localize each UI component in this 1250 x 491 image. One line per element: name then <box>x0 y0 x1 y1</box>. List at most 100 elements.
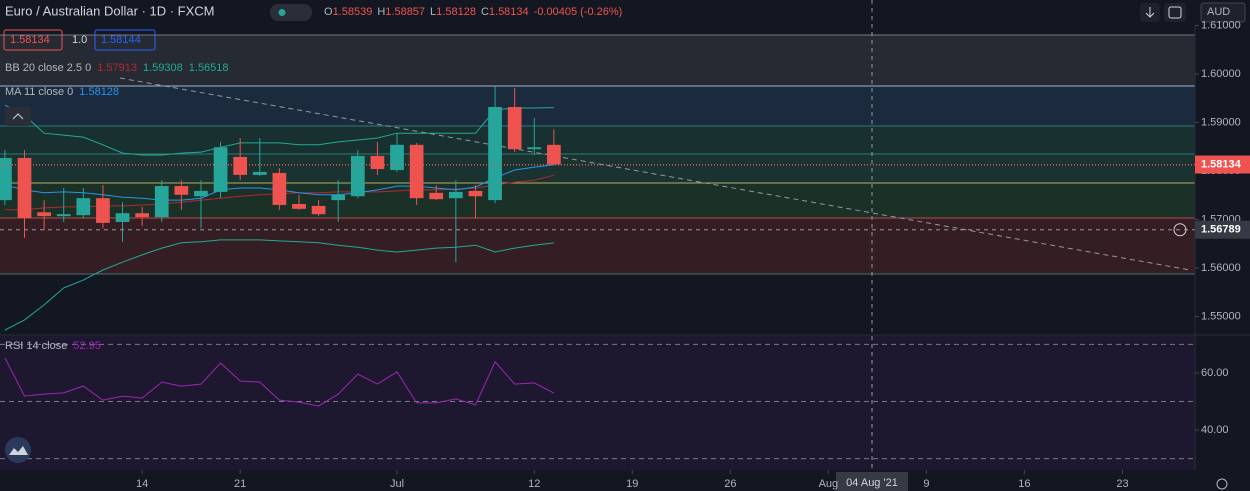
x-tick-label: 16 <box>1018 478 1030 490</box>
ohlc: O1.58539 H1.58857 L1.58128 C1.58134 -0.00405… <box>324 6 622 18</box>
logo[interactable] <box>5 437 31 463</box>
rsi-line <box>4 357 555 407</box>
candle-body <box>468 190 483 197</box>
candle-body <box>154 186 169 218</box>
status-badge <box>270 4 312 21</box>
last-price-box <box>1195 155 1250 174</box>
o-value: 1.58539 <box>333 6 373 18</box>
zone <box>0 126 1195 154</box>
x-tick-label: 23 <box>1116 478 1128 490</box>
indicator-legend: RSI 14 close 52.95 <box>5 340 101 352</box>
h-value: 1.58857 <box>385 6 425 18</box>
candle-body <box>174 186 189 195</box>
candle-body <box>135 213 150 218</box>
candle-body <box>213 147 228 192</box>
y-tick-label: 1.59000 <box>1201 116 1241 128</box>
symbol-title: Euro / Australian Dollar · 1D · FXCM <box>5 3 215 18</box>
x-tick-label: 26 <box>724 478 736 490</box>
x-tick-label: Aug <box>819 478 839 490</box>
crosshair-price: 1.56789 <box>1201 224 1241 236</box>
crosshair-add-button[interactable] <box>1173 223 1187 237</box>
y-tick-label: 40.00 <box>1201 424 1229 436</box>
rsi-pane <box>0 336 1195 470</box>
currency: AUD <box>1207 6 1230 18</box>
zone <box>0 154 1195 183</box>
icon <box>1145 7 1155 18</box>
candle-body <box>488 106 502 201</box>
snapshot-button[interactable] <box>1164 3 1186 22</box>
candle-body <box>527 147 542 150</box>
candle-body <box>37 212 51 217</box>
bb-lower <box>4 239 554 331</box>
status-dot <box>278 9 286 16</box>
ask: 1.58144 <box>101 34 141 46</box>
ma-label: MA 11 close 0 <box>5 86 73 98</box>
icon <box>9 446 28 455</box>
candle-body <box>96 198 110 223</box>
zone <box>0 86 1195 126</box>
y-tick-label: 1.61000 <box>1201 19 1241 31</box>
bid: 1.58134 <box>10 34 50 46</box>
ask-box[interactable] <box>94 29 156 51</box>
y-tick-label: 1.60000 <box>1201 68 1241 80</box>
y-tick-label: 60.00 <box>1201 367 1229 379</box>
bb-upper-value: 1.59308 <box>143 62 183 74</box>
trend-line <box>119 77 1191 271</box>
c-value: 1.58134 <box>489 6 529 18</box>
rsi-value: 52.95 <box>73 340 101 352</box>
candle-body <box>429 192 444 200</box>
candle-body <box>0 157 12 201</box>
indicator-legend: BB 20 close 2.5 0 1.57913 1.59308 1.56518 <box>5 62 229 74</box>
x-tick-label: 19 <box>626 478 638 490</box>
last-price: 1.58134 <box>1201 158 1242 170</box>
candle-body <box>233 156 248 175</box>
candle-body <box>252 171 267 175</box>
candle-body <box>370 155 385 170</box>
l-label: L <box>430 6 436 18</box>
crosshair-date-box <box>836 472 908 491</box>
candle-body <box>56 214 71 217</box>
candle-body <box>350 155 365 197</box>
bb-label: BB 20 close 2.5 0 <box>5 62 91 74</box>
collapse-button[interactable] <box>5 107 31 126</box>
crosshair-price-box <box>1195 220 1250 239</box>
bb-upper <box>4 104 554 156</box>
l-value: 1.58128 <box>436 6 476 18</box>
plot <box>0 86 1195 460</box>
candle-body <box>272 172 287 205</box>
bb-lower-value: 1.56518 <box>189 62 229 74</box>
x-tick-label: 9 <box>923 478 929 490</box>
h-label: H <box>377 6 385 18</box>
y-tick-label: 1.55000 <box>1201 310 1241 322</box>
x-tick-label: 14 <box>136 478 148 490</box>
currency-button[interactable] <box>1200 2 1246 23</box>
settings-button[interactable] <box>1216 478 1228 490</box>
spread: 1.0 <box>72 34 87 46</box>
crosshair-date: 04 Aug '21 <box>846 477 898 489</box>
x-tick-label: 21 <box>234 478 246 490</box>
c-label: C <box>481 6 489 18</box>
candle-body <box>547 144 561 165</box>
icon <box>1168 6 1182 19</box>
candle-body <box>76 198 91 216</box>
candle-body <box>115 213 130 222</box>
candle-body <box>17 157 32 219</box>
indicator-legend: MA 11 close 0 1.58128 <box>5 86 119 98</box>
x-tick-label: 12 <box>528 478 540 490</box>
icon <box>12 113 24 120</box>
zone <box>0 218 1195 274</box>
candle-body <box>194 190 208 197</box>
candle-body <box>292 203 306 209</box>
rsi-label: RSI 14 close <box>5 340 67 352</box>
zone <box>0 35 1195 86</box>
bid-box[interactable] <box>3 29 63 51</box>
candle-body <box>331 194 346 201</box>
change: -0.00405 (-0.26%) <box>534 6 623 18</box>
y-tick-label: 1.56000 <box>1201 262 1241 274</box>
candle-body <box>448 191 463 199</box>
x-tick-label: Jul <box>390 478 404 490</box>
o-label: O <box>324 6 333 18</box>
candle-body <box>311 205 326 215</box>
ma-value: 1.58128 <box>79 86 119 98</box>
